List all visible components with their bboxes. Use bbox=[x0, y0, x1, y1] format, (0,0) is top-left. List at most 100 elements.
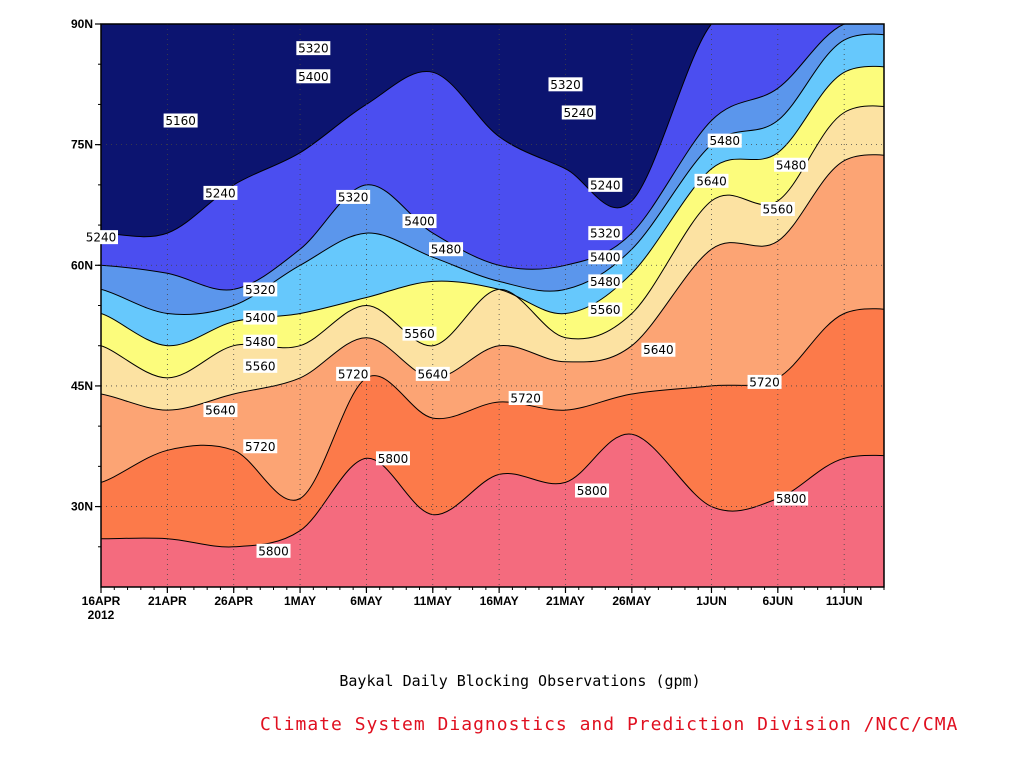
y-tick-label: 90N bbox=[71, 17, 93, 31]
contour-label-5480: 5480 bbox=[429, 242, 464, 257]
contour-label-box bbox=[243, 282, 278, 297]
contour-label-text: 5240 bbox=[86, 231, 117, 245]
contour-label-text: 5320 bbox=[550, 78, 581, 92]
contour-label-box bbox=[760, 201, 795, 216]
contour-label-text: 5400 bbox=[298, 70, 329, 84]
contour-label-text: 5320 bbox=[245, 283, 276, 297]
contour-label-5800: 5800 bbox=[774, 491, 809, 506]
contour-label-5320: 5320 bbox=[243, 282, 278, 297]
band-5800 bbox=[101, 434, 884, 587]
contour-label-box bbox=[402, 214, 437, 229]
contour-label-text: 5560 bbox=[404, 327, 435, 341]
contour-label-box bbox=[84, 230, 118, 245]
contour-label-5720: 5720 bbox=[243, 439, 278, 454]
contour-label-text: 5800 bbox=[776, 492, 807, 506]
contour-label-text: 5240 bbox=[590, 178, 621, 192]
x-tick-label: 21APR bbox=[148, 594, 187, 608]
x-tick-label: 26APR bbox=[214, 594, 253, 608]
contour-label-5240: 5240 bbox=[203, 185, 238, 200]
contour-label-text: 5400 bbox=[590, 251, 621, 265]
contour-label-box bbox=[588, 250, 623, 265]
contour-label-5320: 5320 bbox=[336, 189, 371, 204]
contour-label-box bbox=[296, 69, 331, 84]
contour-label-text: 5800 bbox=[258, 544, 289, 558]
contour-label-box bbox=[575, 483, 610, 498]
contour-label-text: 5560 bbox=[590, 303, 621, 317]
contour-line-5560 bbox=[101, 105, 884, 379]
contour-label-text: 5480 bbox=[245, 335, 276, 349]
contour-label-5640: 5640 bbox=[641, 342, 676, 357]
x-tick-label: 1JUN bbox=[696, 594, 727, 608]
contour-label-5480: 5480 bbox=[774, 157, 809, 172]
contour-label-5400: 5400 bbox=[402, 214, 437, 229]
contour-label-text: 5480 bbox=[431, 243, 462, 257]
contour-label-box bbox=[588, 177, 623, 192]
contour-label-box bbox=[243, 310, 278, 325]
contour-label-5320: 5320 bbox=[296, 41, 331, 56]
contour-label-text: 5560 bbox=[763, 202, 794, 216]
contour-line-5400 bbox=[101, 33, 884, 316]
y-tick-label: 60N bbox=[71, 258, 93, 272]
contour-label-5800: 5800 bbox=[375, 451, 410, 466]
contour-label-5400: 5400 bbox=[296, 69, 331, 84]
contour-label-box bbox=[375, 451, 410, 466]
contour-label-5480: 5480 bbox=[588, 274, 623, 289]
contour-label-text: 5720 bbox=[749, 375, 780, 389]
contour-label-text: 5480 bbox=[776, 158, 807, 172]
contour-label-5720: 5720 bbox=[747, 374, 782, 389]
contour-label-text: 5400 bbox=[245, 311, 276, 325]
contour-label-text: 5800 bbox=[378, 452, 409, 466]
contour-label-text: 5240 bbox=[563, 106, 594, 120]
contour-label-5560: 5560 bbox=[243, 358, 278, 373]
x-tick-label: 11JUN bbox=[826, 594, 863, 608]
x-tick-label: 11MAY bbox=[414, 594, 452, 608]
contour-label-5320: 5320 bbox=[588, 226, 623, 241]
contour-label-text: 5400 bbox=[404, 215, 435, 229]
contour-label-5640: 5640 bbox=[203, 403, 238, 418]
x-tick-label: 16APR bbox=[82, 594, 121, 608]
contour-label-box bbox=[588, 274, 623, 289]
contour-label-box bbox=[694, 173, 729, 188]
contour-line-5640 bbox=[101, 154, 884, 411]
x-tick-label: 6JUN bbox=[762, 594, 793, 608]
contour-label-box bbox=[774, 157, 809, 172]
contour-label-text: 5320 bbox=[590, 227, 621, 241]
contour-label-5160: 5160 bbox=[163, 113, 198, 128]
contour-label-text: 5320 bbox=[338, 190, 369, 204]
contour-label-5400: 5400 bbox=[588, 250, 623, 265]
x-tick-label: 1MAY bbox=[284, 594, 316, 608]
contour-label-5240: 5240 bbox=[84, 230, 118, 245]
contour-line-5320 bbox=[101, 24, 846, 291]
chart-caption: Baykal Daily Blocking Observations (gpm) bbox=[339, 672, 701, 690]
contour-label-box bbox=[429, 242, 464, 257]
contour-label-5640: 5640 bbox=[694, 173, 729, 188]
contour-label-5560: 5560 bbox=[760, 201, 795, 216]
contour-label-box bbox=[415, 366, 450, 381]
contour-label-5720: 5720 bbox=[508, 390, 543, 405]
contour-label-5640: 5640 bbox=[415, 366, 450, 381]
contour-label-box bbox=[747, 374, 782, 389]
contour-label-box bbox=[243, 334, 278, 349]
contour-label-5560: 5560 bbox=[588, 302, 623, 317]
contour-label-5560: 5560 bbox=[402, 326, 437, 341]
contour-label-5480: 5480 bbox=[243, 334, 278, 349]
contour-label-5400: 5400 bbox=[243, 310, 278, 325]
contour-label-box bbox=[296, 41, 331, 56]
x-tick-year: 2012 bbox=[88, 608, 115, 622]
contour-label-5720: 5720 bbox=[336, 366, 371, 381]
contour-label-text: 5240 bbox=[205, 186, 236, 200]
contour-label-text: 5560 bbox=[245, 359, 276, 373]
contour-label-box bbox=[336, 189, 371, 204]
contour-label-5240: 5240 bbox=[588, 177, 623, 192]
contour-label-box bbox=[508, 390, 543, 405]
contour-label-box bbox=[203, 403, 238, 418]
credit-line: Climate System Diagnostics and Predictio… bbox=[260, 714, 959, 735]
x-tick-label: 21MAY bbox=[546, 594, 585, 608]
y-tick-label: 75N bbox=[71, 138, 93, 152]
contour-line-5480 bbox=[101, 65, 884, 347]
contour-label-5800: 5800 bbox=[256, 543, 291, 558]
contour-label-text: 5720 bbox=[245, 440, 276, 454]
contour-label-text: 5640 bbox=[643, 343, 674, 357]
y-tick-label: 30N bbox=[71, 500, 93, 514]
